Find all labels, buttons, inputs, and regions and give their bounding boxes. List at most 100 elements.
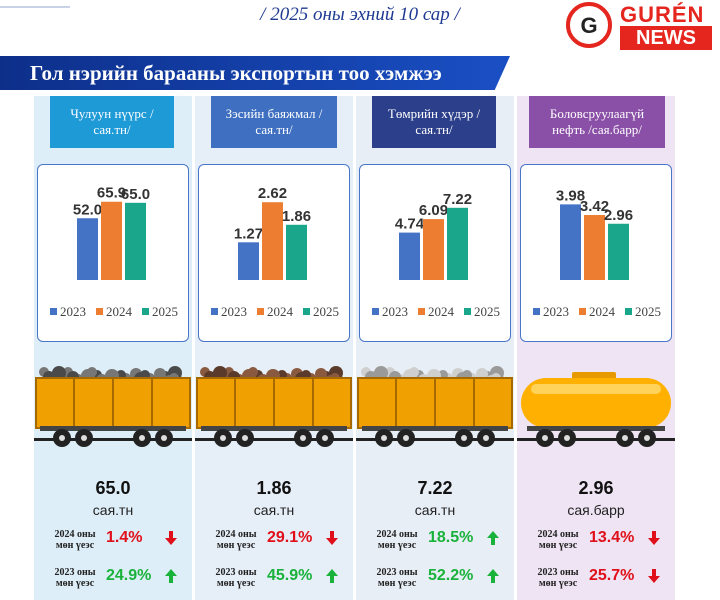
data-label: 52.0 (73, 201, 102, 218)
commodity-column-coal: Чулуун нүүрс /сая.тн/ 52.0 65.9 65.0 2023 20… (34, 96, 192, 600)
legend-label: 2023 (382, 304, 408, 319)
wheel-hub (242, 435, 248, 441)
bar-chart-coal: 52.065.965.0 2023 2024 2025 (50, 185, 178, 319)
comparison-percent: 24.9% (106, 567, 152, 584)
tank-highlight (531, 384, 661, 394)
chart-box-crude-oil: 3.98 3.42 2.96 2023 2024 2025 (520, 164, 672, 342)
iron-ore-wagon-icon (356, 366, 514, 447)
wheel-hub (59, 435, 65, 441)
data-label: 3.98 (556, 187, 585, 204)
brand-name-top: GURÉN (620, 2, 705, 27)
copper-wagon-icon (195, 366, 353, 447)
wheel-hub (461, 435, 467, 441)
commodity-column-copper: Зэсийн баяжмал /сая.тн/ 1.27 2.62 1.86 2023… (195, 96, 353, 600)
data-label: 4.74 (395, 216, 425, 233)
trend-arrow-icon (648, 531, 660, 545)
arrow-up-icon (326, 569, 338, 583)
unit-copper: сая.тн (253, 502, 295, 518)
wheel-hub (483, 435, 489, 441)
arrow-up-icon (487, 531, 499, 545)
wheel-hub (322, 435, 328, 441)
wheel-hub (564, 435, 570, 441)
legend-label: 2023 (60, 304, 86, 319)
comparison-label: 2024 оны мөн үеэс (537, 529, 579, 551)
trend-arrow-icon (165, 569, 177, 583)
guren-logo-letter: G (580, 13, 598, 38)
current-value-coal: 65.0 (95, 478, 131, 498)
data-label: 2.62 (258, 185, 287, 202)
comparison-label: 2024 оны мөн үеэс (54, 529, 96, 551)
cargo-lump (409, 367, 419, 377)
legend-label: 2024 (428, 304, 455, 319)
bar-2023 (77, 218, 98, 280)
commodity-column-crude-oil: Боловсруулаагүй нефть /сая.барр/ 3.98 3.4… (517, 96, 675, 600)
wheel-hub (220, 435, 226, 441)
comparison-percent: 13.4% (589, 529, 635, 546)
rail (34, 438, 192, 441)
page-subtitle: / 2025 оны эхний 10 сар / (260, 4, 460, 25)
legend-label: 2025 (474, 304, 500, 319)
legend-swatch (533, 308, 540, 315)
wheel-hub (81, 435, 87, 441)
comparison-label: 2024 оны мөн үеэс (376, 529, 418, 551)
wagon-frame (201, 426, 347, 431)
legend-swatch (372, 308, 379, 315)
data-label: 65.9 (97, 185, 126, 202)
main-title-banner: Гол нэрийн барааны экспортын тоо хэмжээ (0, 56, 510, 90)
comparison-label: 2023 оны мөн үеэс (215, 567, 257, 589)
legend-label: 2025 (152, 304, 178, 319)
legend-label: 2023 (543, 304, 569, 319)
legend-label: 2024 (106, 304, 133, 319)
trend-arrow-icon (487, 531, 499, 545)
comparison-percent: 25.7% (589, 567, 635, 584)
guren-logo-mark: G (566, 2, 612, 48)
bar-2025 (447, 207, 468, 280)
bar-chart-crude-oil: 3.983.422.96 2023 2024 2025 (533, 187, 661, 319)
wheel-hub (622, 435, 628, 441)
wagon-frame (40, 426, 186, 431)
bar-2025 (286, 224, 307, 280)
comparison-row: 2024 оны мөн үеэс 18.5% (356, 526, 514, 556)
comparison-percent: 18.5% (428, 529, 474, 546)
data-label: 65.0 (121, 186, 150, 203)
bar-2025 (608, 223, 629, 280)
comparison-percent: 29.1% (267, 529, 313, 546)
legend-swatch (625, 308, 632, 315)
coal-wagon-icon (34, 366, 192, 447)
trend-arrow-icon (648, 569, 660, 583)
legend-label: 2025 (635, 304, 661, 319)
comparison-label: 2024 оны мөн үеэс (215, 529, 257, 551)
chart-box-iron-ore: 4.74 6.09 7.22 2023 2024 2025 (359, 164, 511, 342)
trend-arrow-icon (326, 569, 338, 583)
comparison-row: 2023 оны мөн үеэс 52.2% (356, 564, 514, 594)
wheel-hub (381, 435, 387, 441)
comparison-label: 2023 оны мөн үеэс (376, 567, 418, 589)
current-value-crude-oil: 2.96 (578, 478, 614, 498)
legend-swatch (211, 308, 218, 315)
category-label-iron-ore: Төмрийн хүдэр /сая.тн/ (372, 96, 496, 148)
wheel-hub (161, 435, 167, 441)
brand-name-bottom: NEWS (620, 26, 712, 50)
bar-2024 (584, 215, 605, 280)
bar-2025 (125, 202, 146, 280)
legend-swatch (142, 308, 149, 315)
comparison-row: 2023 оны мөн үеэс 25.7% (517, 564, 675, 594)
data-label: 6.09 (419, 202, 448, 219)
unit-coal: сая.тн (92, 502, 134, 518)
comparison-row: 2024 оны мөн үеэс 29.1% (195, 526, 353, 556)
legend-label: 2025 (313, 304, 339, 319)
category-label-crude-oil: Боловсруулаагүй нефть /сая.барр/ (529, 96, 665, 148)
bar-2023 (560, 204, 581, 280)
wheel-hub (542, 435, 548, 441)
trend-arrow-icon (487, 569, 499, 583)
legend-swatch (257, 308, 264, 315)
comparison-row: 2023 оны мөн үеэс 45.9% (195, 564, 353, 594)
wheel-hub (644, 435, 650, 441)
data-label: 1.86 (282, 208, 311, 225)
current-value-iron-ore: 7.22 (417, 478, 453, 498)
bar-2024 (423, 219, 444, 280)
wheel-hub (300, 435, 306, 441)
data-label: 7.22 (443, 191, 472, 208)
comparison-percent: 1.4% (106, 529, 143, 546)
chart-box-coal: 52.0 65.9 65.0 2023 2024 2025 (37, 164, 189, 342)
